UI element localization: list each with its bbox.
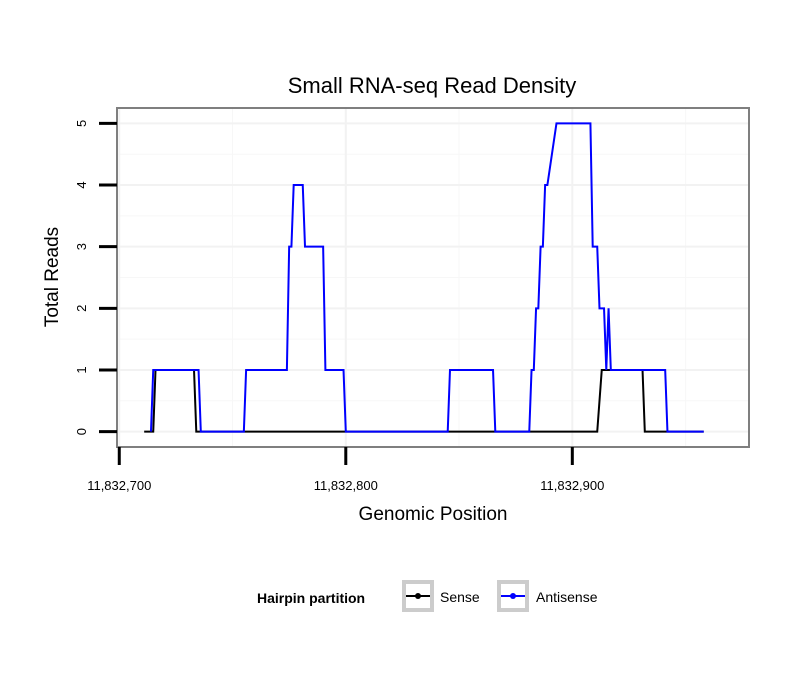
x-tick-label: 11,832,900: [540, 478, 604, 493]
y-tick-label: 5: [74, 120, 89, 127]
legend-point-sense: [415, 593, 421, 599]
legend-point-antisense: [510, 593, 516, 599]
x-axis-title: Genomic Position: [359, 504, 508, 525]
x-tick-label: 11,832,800: [314, 478, 378, 493]
legend-label-sense: Sense: [440, 589, 480, 605]
x-tick-label: 11,832,700: [87, 478, 151, 493]
y-tick-label: 3: [74, 243, 89, 250]
y-tick-label: 4: [74, 181, 89, 188]
legend: Hairpin partition Sense Antisense: [257, 580, 598, 612]
y-tick-label: 0: [74, 428, 89, 435]
y-tick-label: 2: [74, 305, 89, 312]
series-lines: [144, 122, 704, 433]
series-line-antisense: [149, 122, 704, 433]
y-axis: 0 1 2 3 4 5: [74, 120, 117, 435]
legend-title: Hairpin partition: [257, 590, 365, 606]
plot-border: [116, 107, 750, 448]
y-tick-label: 1: [74, 366, 89, 373]
chart-title: Small RNA-seq Read Density: [288, 73, 577, 98]
y-axis-title: Total Reads: [42, 227, 63, 327]
x-axis: 11,832,700 11,832,800 11,832,900: [87, 447, 604, 493]
legend-label-antisense: Antisense: [536, 589, 598, 605]
